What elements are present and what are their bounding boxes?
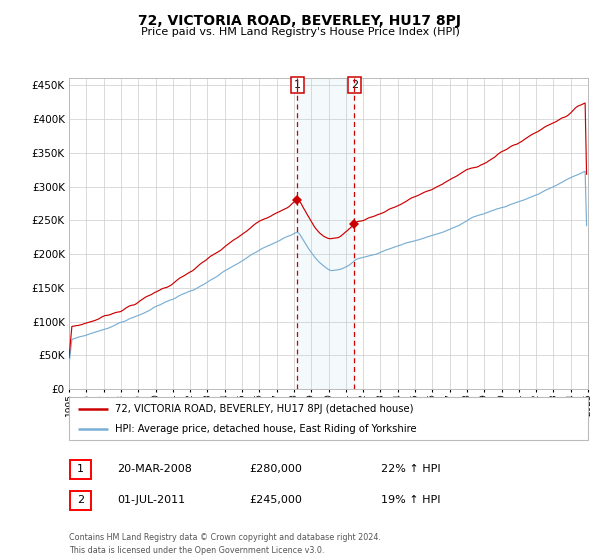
Text: 01-JUL-2011: 01-JUL-2011 <box>117 495 185 505</box>
FancyBboxPatch shape <box>70 460 91 479</box>
Text: Price paid vs. HM Land Registry's House Price Index (HPI): Price paid vs. HM Land Registry's House … <box>140 27 460 37</box>
Text: HPI: Average price, detached house, East Riding of Yorkshire: HPI: Average price, detached house, East… <box>115 424 416 434</box>
Text: 72, VICTORIA ROAD, BEVERLEY, HU17 8PJ (detached house): 72, VICTORIA ROAD, BEVERLEY, HU17 8PJ (d… <box>115 404 413 413</box>
Text: 20-MAR-2008: 20-MAR-2008 <box>117 464 192 474</box>
FancyBboxPatch shape <box>70 491 91 510</box>
FancyBboxPatch shape <box>69 397 588 440</box>
Bar <box>298 78 355 389</box>
Text: 2: 2 <box>351 80 358 90</box>
Text: 22% ↑ HPI: 22% ↑ HPI <box>381 464 440 474</box>
Text: 2: 2 <box>77 495 84 505</box>
Text: £245,000: £245,000 <box>249 495 302 505</box>
Text: 1: 1 <box>294 80 301 90</box>
Text: 19% ↑ HPI: 19% ↑ HPI <box>381 495 440 505</box>
Text: 1: 1 <box>77 464 84 474</box>
Text: £280,000: £280,000 <box>249 464 302 474</box>
Text: Contains HM Land Registry data © Crown copyright and database right 2024.
This d: Contains HM Land Registry data © Crown c… <box>69 533 381 554</box>
Text: 72, VICTORIA ROAD, BEVERLEY, HU17 8PJ: 72, VICTORIA ROAD, BEVERLEY, HU17 8PJ <box>139 14 461 28</box>
